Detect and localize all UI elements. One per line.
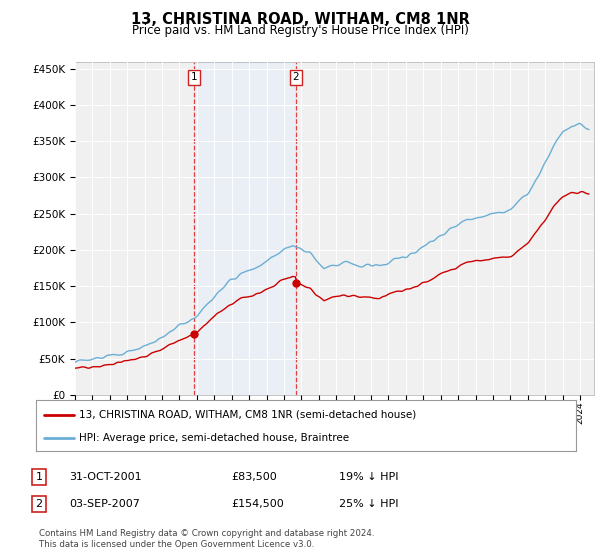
Bar xyxy=(194,62,296,395)
Text: Price paid vs. HM Land Registry's House Price Index (HPI): Price paid vs. HM Land Registry's House … xyxy=(131,24,469,36)
Text: £154,500: £154,500 xyxy=(231,499,284,509)
Text: 2: 2 xyxy=(35,499,43,509)
Text: 19% ↓ HPI: 19% ↓ HPI xyxy=(339,472,398,482)
Text: HPI: Average price, semi-detached house, Braintree: HPI: Average price, semi-detached house,… xyxy=(79,433,349,443)
Text: 1: 1 xyxy=(191,72,197,82)
Text: 03-SEP-2007: 03-SEP-2007 xyxy=(69,499,140,509)
Text: £83,500: £83,500 xyxy=(231,472,277,482)
Text: 31-OCT-2001: 31-OCT-2001 xyxy=(69,472,142,482)
Text: 2: 2 xyxy=(292,72,299,82)
Text: 13, CHRISTINA ROAD, WITHAM, CM8 1NR: 13, CHRISTINA ROAD, WITHAM, CM8 1NR xyxy=(131,12,469,27)
Text: 13, CHRISTINA ROAD, WITHAM, CM8 1NR (semi-detached house): 13, CHRISTINA ROAD, WITHAM, CM8 1NR (sem… xyxy=(79,409,416,419)
Text: 1: 1 xyxy=(35,472,43,482)
Text: 25% ↓ HPI: 25% ↓ HPI xyxy=(339,499,398,509)
Text: Contains HM Land Registry data © Crown copyright and database right 2024.
This d: Contains HM Land Registry data © Crown c… xyxy=(39,529,374,549)
